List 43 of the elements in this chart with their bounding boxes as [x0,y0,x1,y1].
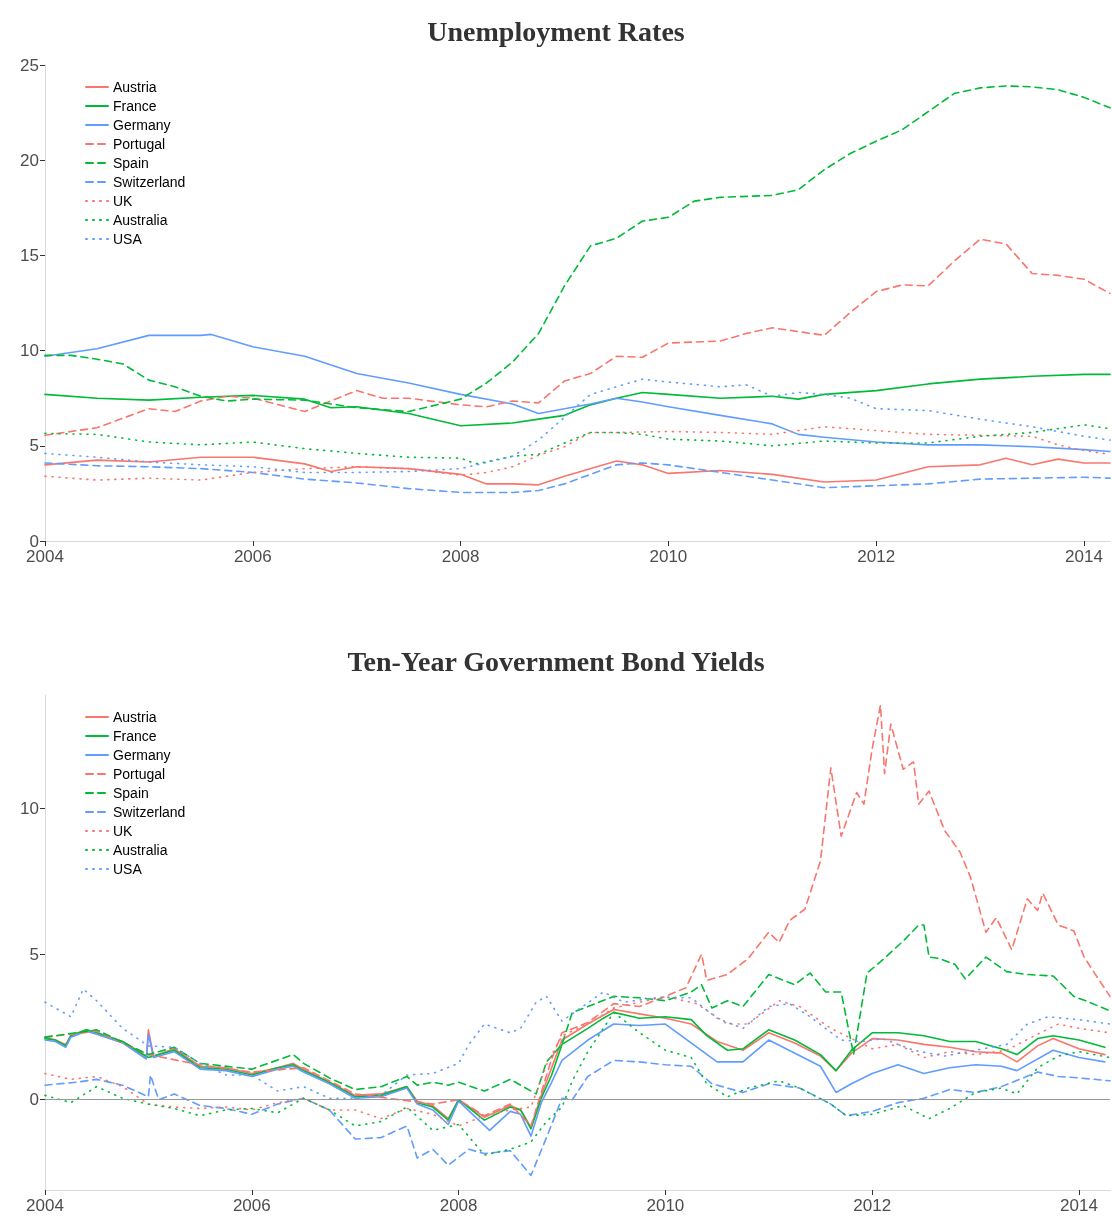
y-tick-label: 25 [20,55,39,75]
y-tick-label: 20 [20,150,39,170]
legend-label: Spain [113,155,149,171]
x-tick-label: 2014 [1065,547,1103,566]
x-tick-label: 2008 [439,1196,478,1215]
x-tick-label: 2014 [1060,1196,1098,1215]
legend-label: Austria [113,709,157,725]
chart-title: Ten-Year Government Bond Yields [347,645,765,677]
x-tick-label: 2010 [649,547,688,566]
y-tick-label: 5 [29,436,39,456]
y-tick-label: 10 [20,341,39,361]
x-tick-label: 2006 [233,547,272,566]
line-series [44,462,1111,494]
y-tick-label: 0 [29,1090,39,1110]
x-tick-label: 2012 [857,547,896,566]
legend-label: USA [113,861,143,877]
legend-label: UK [113,823,134,839]
y-tick-label: 15 [20,245,39,265]
x-tick-label: 2004 [26,1196,64,1215]
x-tick-label: 2012 [853,1196,892,1215]
x-tick-label: 2010 [646,1196,685,1215]
legend-label: France [113,728,157,744]
legend-label: Australia [113,212,168,228]
line-series [44,424,1111,465]
x-tick-label: 2006 [232,1196,271,1215]
legend-label: Austria [113,79,157,95]
y-tick-label: 10 [20,799,39,819]
legend-label: Australia [113,842,168,858]
legend-label: Germany [113,747,171,763]
x-tick-label: 2008 [441,547,480,566]
legend-label: Switzerland [113,174,186,190]
y-tick-label: 5 [29,944,39,964]
legend-label: Spain [113,785,149,801]
line-series [44,1059,1111,1177]
legend-label: Portugal [113,766,166,782]
legend-label: USA [113,231,143,247]
legend-label: Germany [113,117,171,133]
legend-label: UK [113,193,134,209]
legend-label: France [113,98,157,114]
legend-label: Portugal [113,136,166,152]
line-series [44,1011,1111,1156]
chart-title: Unemployment Rates [427,15,685,47]
legend-label: Switzerland [113,804,186,820]
